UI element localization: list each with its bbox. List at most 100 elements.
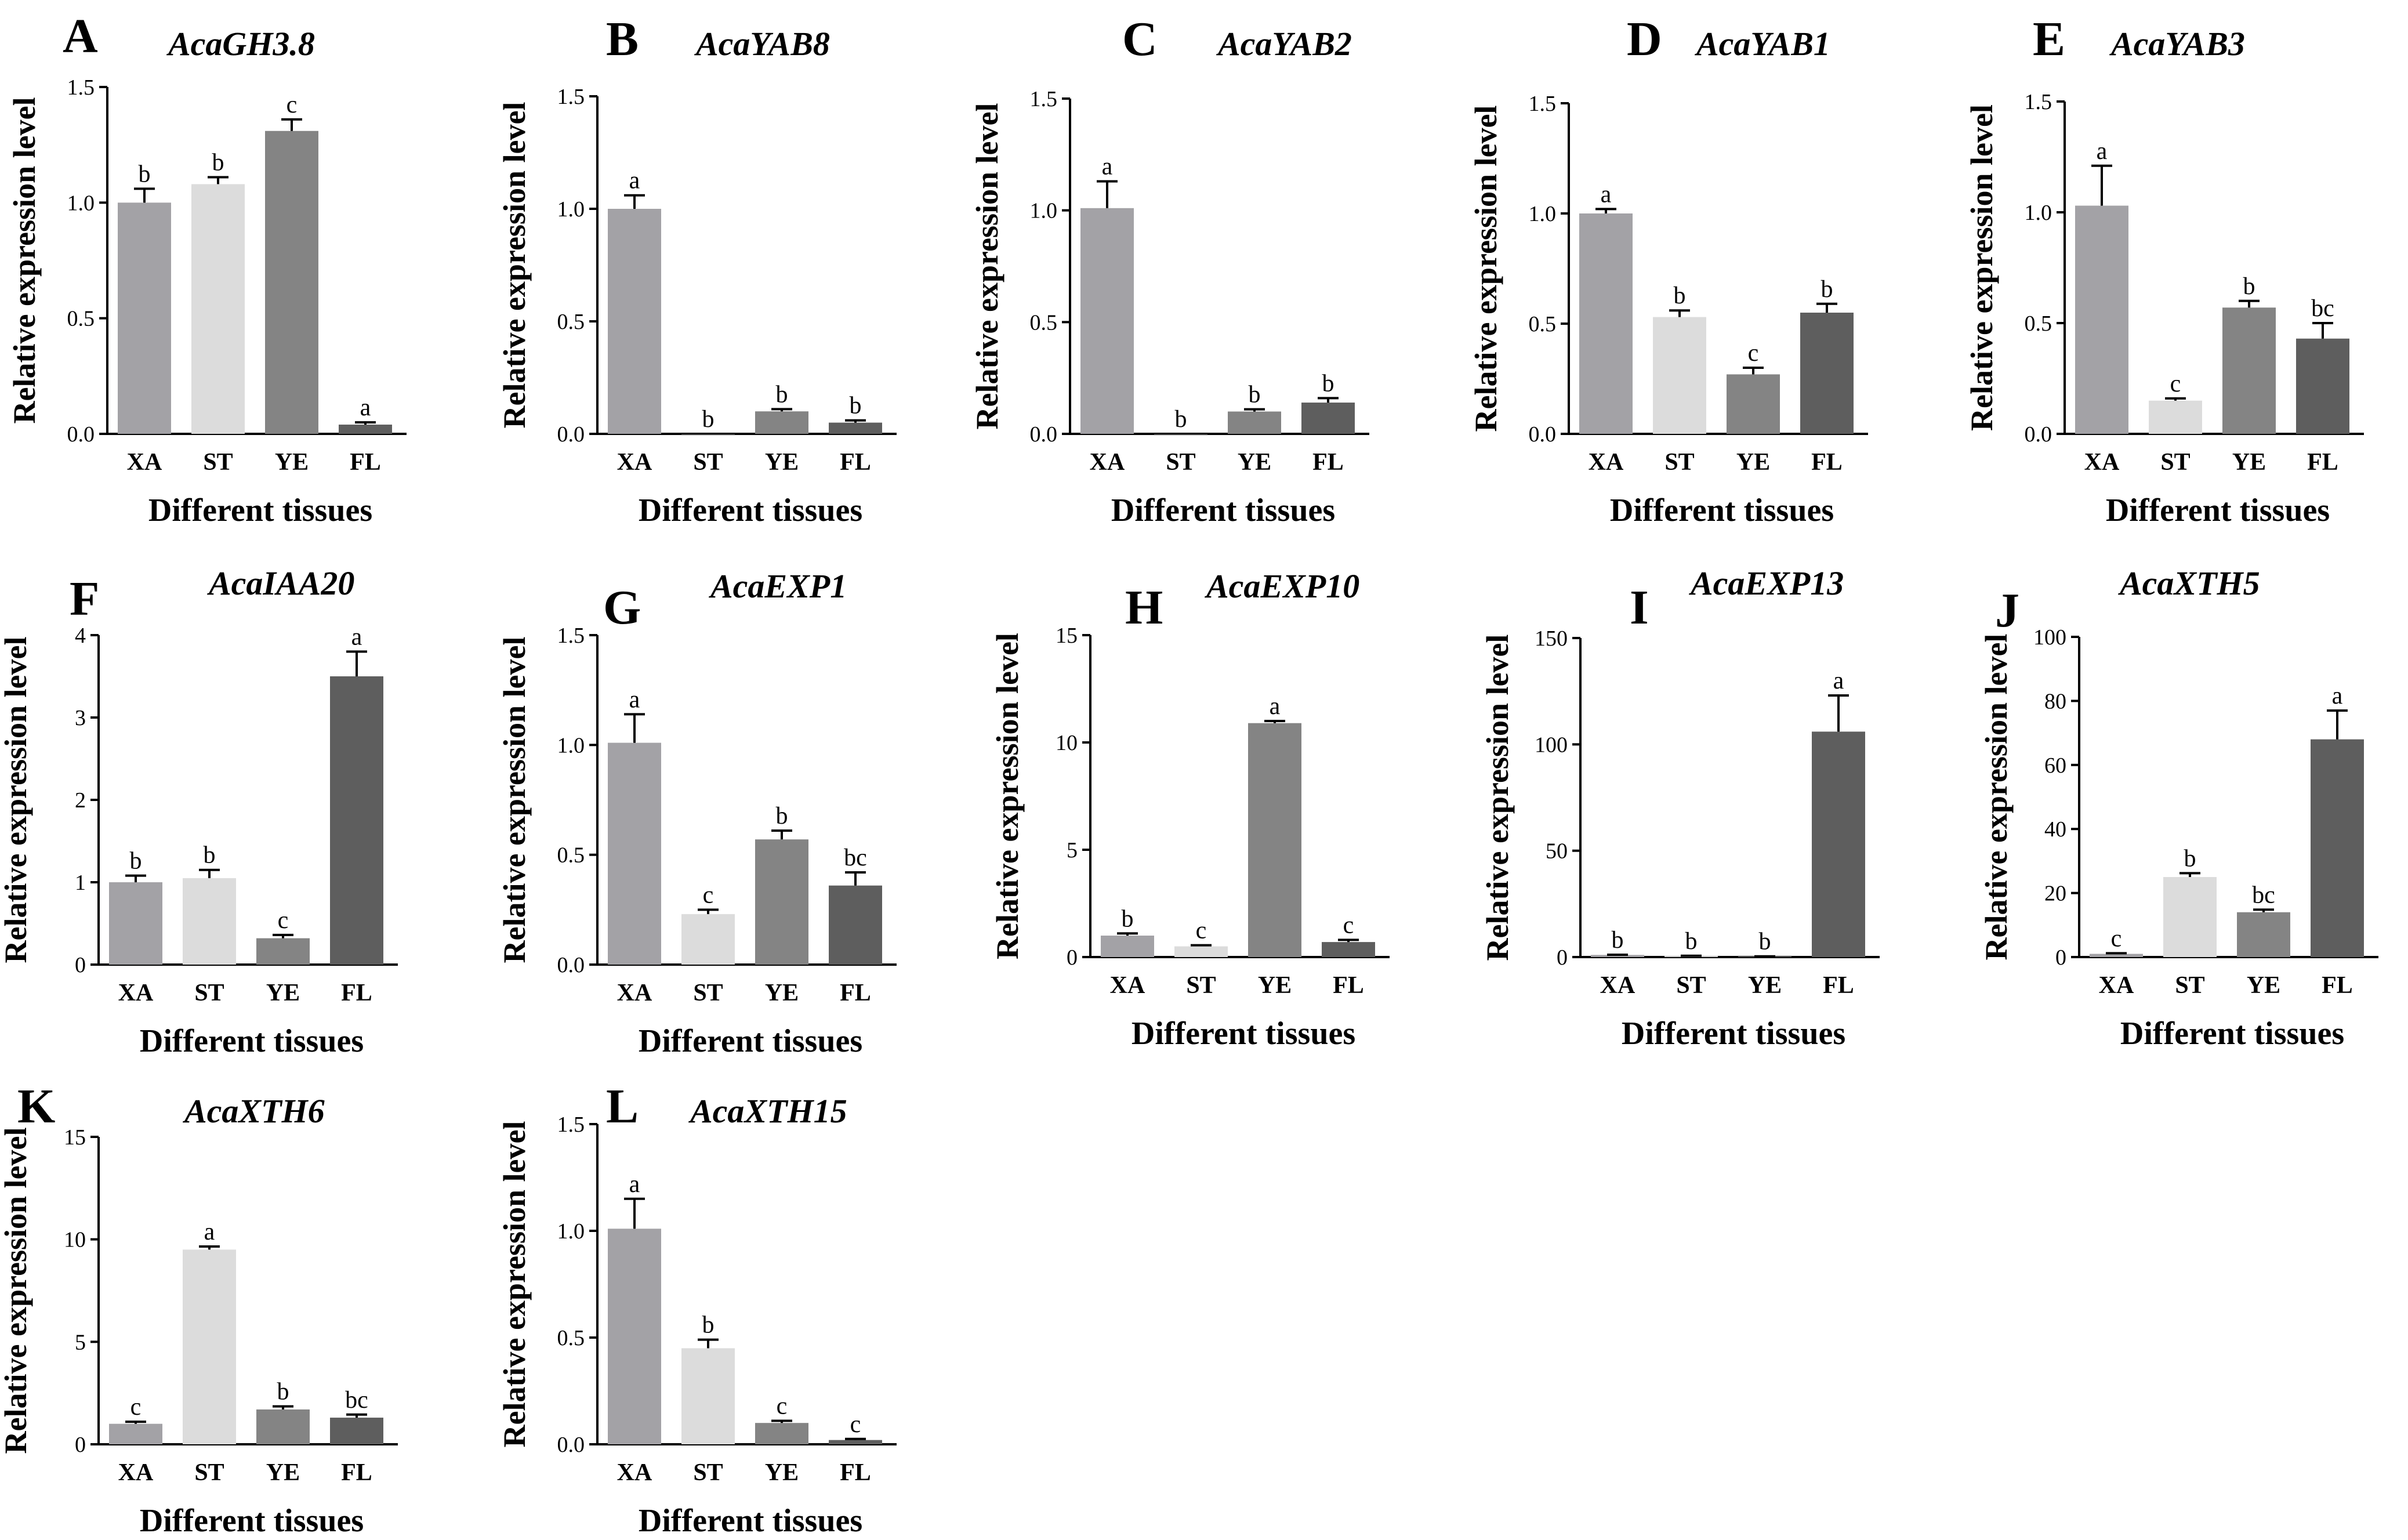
bar-st (681, 1348, 735, 1444)
bar-ye (755, 411, 808, 434)
category-label: YE (2247, 972, 2280, 999)
category-label: ST (693, 449, 723, 476)
gene-title: AcaXTH5 (2118, 564, 2260, 602)
bar-ye (1727, 374, 1780, 434)
category-label: ST (1676, 972, 1706, 999)
bar-st (1174, 946, 1228, 957)
category-label: XA (118, 1459, 154, 1486)
y-tick-label: 15 (64, 1125, 86, 1150)
bar-xa (608, 209, 661, 434)
y-tick-label: 0.5 (557, 310, 585, 334)
bar-xa (1080, 208, 1134, 434)
y-tick-label: 1.0 (67, 191, 95, 215)
category-label: YE (1736, 449, 1770, 476)
bar-fl (829, 885, 882, 965)
panel-j: J AcaXTH5 0 20 40 60 80 100 Relative expression … (1979, 564, 2378, 1052)
panel-letter: C (1122, 12, 1158, 66)
category-label: FL (840, 980, 871, 1006)
category-label: FL (1333, 972, 1364, 999)
y-tick-label: 0.0 (557, 1433, 585, 1457)
significance-letter: c (1196, 918, 1207, 944)
category-label: XA (2099, 972, 2134, 999)
gene-title: AcaYAB1 (1695, 25, 1830, 63)
significance-letter: c (777, 1393, 788, 1420)
significance-letter: c (287, 92, 298, 118)
bar-xa (1101, 936, 1154, 957)
bar-ye (1248, 723, 1301, 957)
category-label: FL (350, 449, 381, 476)
panel-e: E AcaYAB3 0.0 0.5 1.0 1.5 Relative expression … (1964, 12, 2364, 528)
y-tick-label: 1.5 (2025, 90, 2052, 114)
y-tick-label: 100 (2033, 625, 2066, 650)
y-tick-label: 0.0 (1030, 422, 1058, 447)
significance-letter: c (1343, 912, 1354, 939)
bar-ye (256, 1409, 310, 1444)
bar-xa (1591, 955, 1644, 957)
bar-ye (2237, 912, 2290, 957)
y-tick-label: 1.5 (557, 1113, 585, 1137)
panel-a: A AcaGH3.8 0.0 0.5 1.0 1.5 Relative expression… (7, 9, 407, 528)
category-label: YE (765, 980, 799, 1006)
y-axis-label: Relative expression level (497, 637, 532, 963)
panel-letter: G (603, 581, 641, 635)
panel-letter: B (606, 12, 639, 66)
x-axis-label: Different tissues (639, 1023, 862, 1059)
panel-letter: D (1627, 12, 1662, 66)
bar-st (183, 878, 236, 965)
x-axis-label: Different tissues (1622, 1016, 1845, 1052)
significance-letter: b (776, 803, 788, 829)
x-axis-label: Different tissues (2106, 492, 2330, 528)
significance-letter: b (1612, 927, 1624, 954)
bar-fl (1301, 403, 1355, 434)
significance-letter: a (1102, 154, 1113, 180)
y-tick-label: 80 (2044, 689, 2066, 713)
y-tick-label: 1.0 (1529, 202, 1557, 226)
panel-k: K AcaXTH6 0 5 10 15 Relative expression level c… (0, 1079, 398, 1539)
panel-letter: A (63, 9, 98, 63)
category-label: FL (1823, 972, 1854, 999)
significance-letter: a (1833, 668, 1844, 694)
y-tick-label: 0.5 (1030, 310, 1058, 335)
category-label: YE (1238, 449, 1271, 476)
y-tick-label: 50 (1546, 839, 1568, 864)
bar-fl (1800, 313, 1854, 434)
significance-letter: b (1674, 282, 1686, 309)
bar-st (191, 184, 245, 434)
category-label: XA (1589, 449, 1624, 476)
y-tick-label: 1.0 (557, 733, 585, 758)
y-tick-label: 60 (2044, 753, 2066, 778)
panel-c: C AcaYAB2 0.0 0.5 1.0 1.5 Relative expression … (970, 12, 1369, 528)
bar-xa (118, 202, 171, 434)
category-label: YE (1748, 972, 1782, 999)
y-axis-label: Relative expression level (497, 102, 532, 429)
bar-ye (755, 839, 808, 965)
y-tick-label: 0.0 (2025, 422, 2052, 447)
y-tick-label: 10 (1056, 731, 1078, 755)
category-label: YE (266, 1459, 300, 1486)
x-axis-label: Different tissues (2120, 1016, 2344, 1052)
x-axis-label: Different tissues (148, 492, 372, 528)
gene-title: AcaXTH6 (183, 1092, 325, 1130)
category-label: ST (2175, 972, 2204, 999)
y-tick-label: 5 (1067, 838, 1078, 863)
significance-letter: a (351, 624, 362, 650)
panel-d: D AcaYAB1 0.0 0.5 1.0 1.5 Relative expression … (1468, 12, 1868, 528)
category-label: FL (1811, 449, 1843, 476)
significance-letter: b (1175, 406, 1187, 433)
y-axis-label: Relative expression level (0, 1128, 33, 1454)
significance-letter: a (629, 168, 640, 194)
significance-letter: b (702, 406, 715, 433)
y-tick-label: 1.0 (2025, 201, 2052, 225)
category-label: XA (2084, 449, 2120, 476)
significance-letter: b (1685, 928, 1698, 955)
gene-title: AcaYAB8 (694, 25, 830, 63)
gene-title: AcaEXP10 (1205, 567, 1359, 605)
significance-letter: c (1748, 340, 1759, 367)
y-tick-label: 0.5 (1529, 312, 1557, 336)
y-tick-label: 1.5 (557, 624, 585, 648)
y-tick-label: 100 (1535, 733, 1568, 757)
significance-letter: b (1249, 382, 1261, 408)
significance-letter: b (212, 149, 224, 176)
y-tick-label: 2 (75, 788, 86, 813)
y-axis-label: Relative expression level (1964, 104, 1999, 431)
